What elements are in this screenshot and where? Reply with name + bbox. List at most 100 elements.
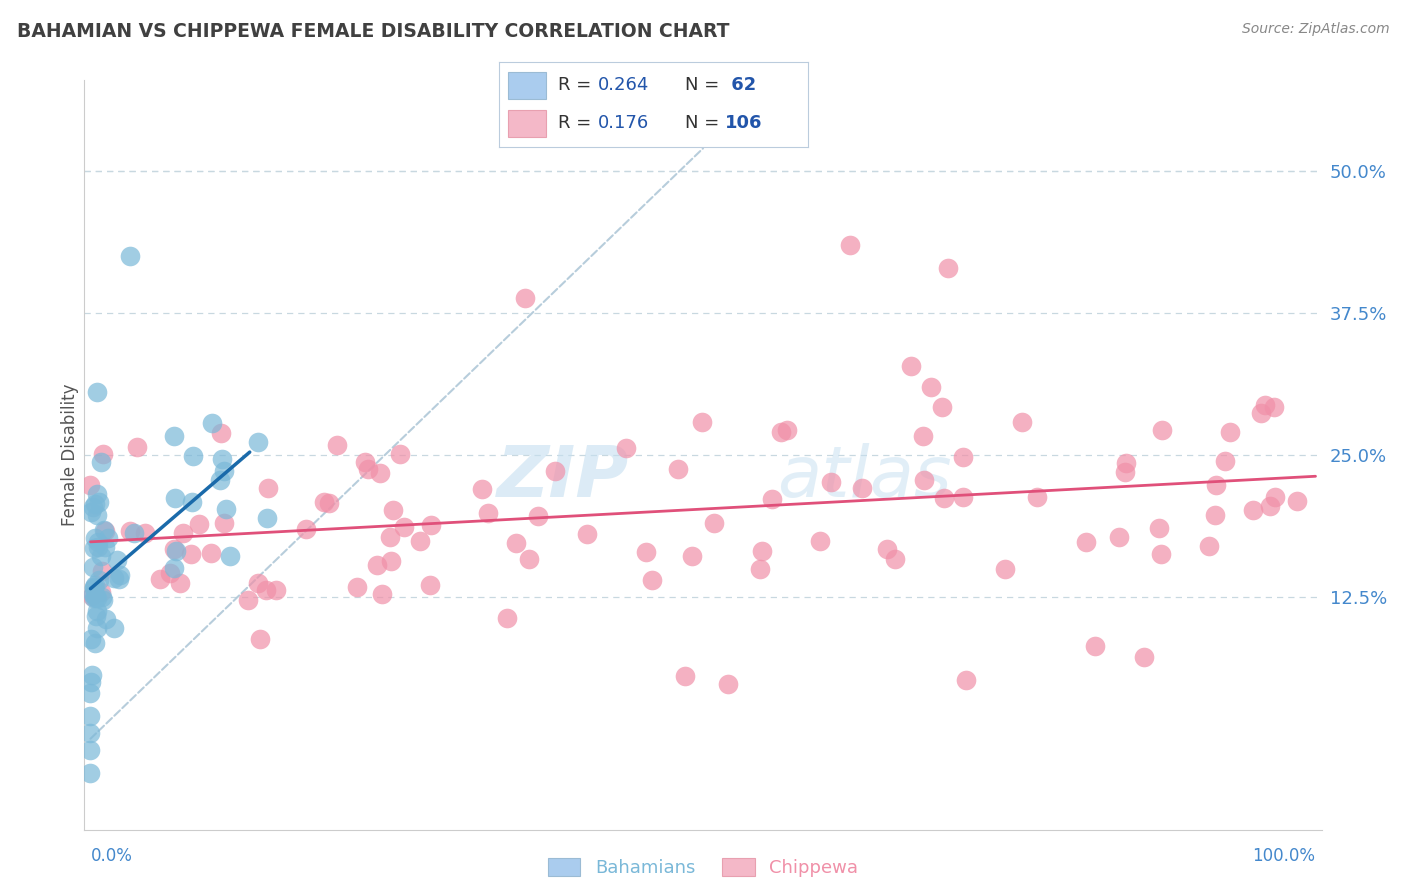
Point [496, 611, 519, 625]
Point [89, 495, 111, 509]
Point [165, 544, 187, 558]
Point [107, 573, 129, 587]
Y-axis label: Female Disability: Female Disability [62, 384, 80, 526]
Point [86, 604, 108, 618]
Point [90, 585, 112, 599]
Text: 0.176: 0.176 [598, 114, 650, 132]
Point [214, 516, 236, 530]
Text: BAHAMIAN VS CHIPPEWA FEMALE DISABILITY CORRELATION CHART: BAHAMIAN VS CHIPPEWA FEMALE DISABILITY C… [17, 22, 730, 41]
Point [134, 525, 156, 540]
Point [79, 743, 101, 757]
Point [254, 582, 277, 597]
Point [86, 591, 108, 606]
Point [103, 621, 125, 635]
Text: ZIP: ZIP [496, 443, 628, 512]
Point [370, 587, 392, 601]
Point [125, 440, 148, 454]
Point [108, 567, 131, 582]
Point [86, 486, 108, 500]
Point [87, 535, 110, 549]
Point [79, 765, 101, 780]
Point [83, 580, 105, 594]
Text: 0.264: 0.264 [598, 77, 650, 95]
Point [318, 496, 340, 510]
Point [163, 542, 186, 557]
Point [419, 518, 441, 533]
Point [90, 549, 112, 564]
Text: atlas: atlas [778, 443, 952, 512]
Point [80, 505, 103, 519]
Point [883, 552, 905, 566]
Point [666, 461, 689, 475]
Point [266, 582, 288, 597]
Point [1150, 547, 1173, 561]
Point [1213, 453, 1236, 467]
Point [1011, 415, 1033, 429]
Point [1076, 534, 1098, 549]
Point [169, 576, 191, 591]
Text: 100.0%: 100.0% [1253, 847, 1316, 864]
Point [634, 545, 657, 559]
Point [172, 526, 194, 541]
Point [209, 426, 232, 441]
Point [526, 508, 548, 523]
Point [82, 587, 104, 601]
Point [314, 495, 336, 509]
Point [159, 566, 181, 580]
Point [1241, 503, 1264, 517]
Point [80, 675, 103, 690]
Point [1219, 425, 1241, 440]
Point [366, 558, 388, 572]
Point [79, 709, 101, 723]
Point [820, 475, 842, 489]
Point [1114, 465, 1136, 479]
Point [84, 636, 107, 650]
FancyBboxPatch shape [509, 71, 546, 99]
Point [181, 495, 204, 509]
Point [162, 561, 184, 575]
Point [84, 497, 107, 511]
Point [86, 608, 108, 623]
Point [368, 466, 391, 480]
Point [952, 490, 974, 504]
Point [936, 260, 959, 275]
Point [208, 473, 231, 487]
Point [118, 249, 141, 263]
Point [952, 450, 974, 465]
Point [165, 491, 187, 505]
Point [1133, 650, 1156, 665]
Point [690, 415, 713, 429]
Point [576, 527, 599, 541]
Point [118, 524, 141, 538]
Text: Source: ZipAtlas.com: Source: ZipAtlas.com [1241, 22, 1389, 37]
Point [419, 578, 441, 592]
Point [776, 423, 799, 437]
Point [214, 464, 236, 478]
Point [761, 491, 783, 506]
Point [96, 612, 118, 626]
Point [211, 452, 233, 467]
Point [91, 592, 114, 607]
Point [86, 508, 108, 522]
Point [294, 522, 316, 536]
Point [851, 481, 873, 495]
Point [91, 447, 114, 461]
Point [218, 549, 240, 563]
Point [471, 482, 494, 496]
Point [326, 437, 349, 451]
Point [1264, 491, 1286, 505]
Point [79, 477, 101, 491]
Point [519, 552, 541, 566]
Point [246, 576, 269, 591]
Point [122, 526, 145, 541]
Point [1115, 456, 1137, 470]
Point [79, 686, 101, 700]
FancyBboxPatch shape [509, 110, 546, 137]
Point [1204, 508, 1226, 523]
Point [187, 516, 209, 531]
Legend: Bahamians, Chippewa: Bahamians, Chippewa [540, 850, 866, 884]
Point [1258, 500, 1281, 514]
Point [614, 442, 637, 456]
Point [673, 669, 696, 683]
Point [912, 429, 935, 443]
